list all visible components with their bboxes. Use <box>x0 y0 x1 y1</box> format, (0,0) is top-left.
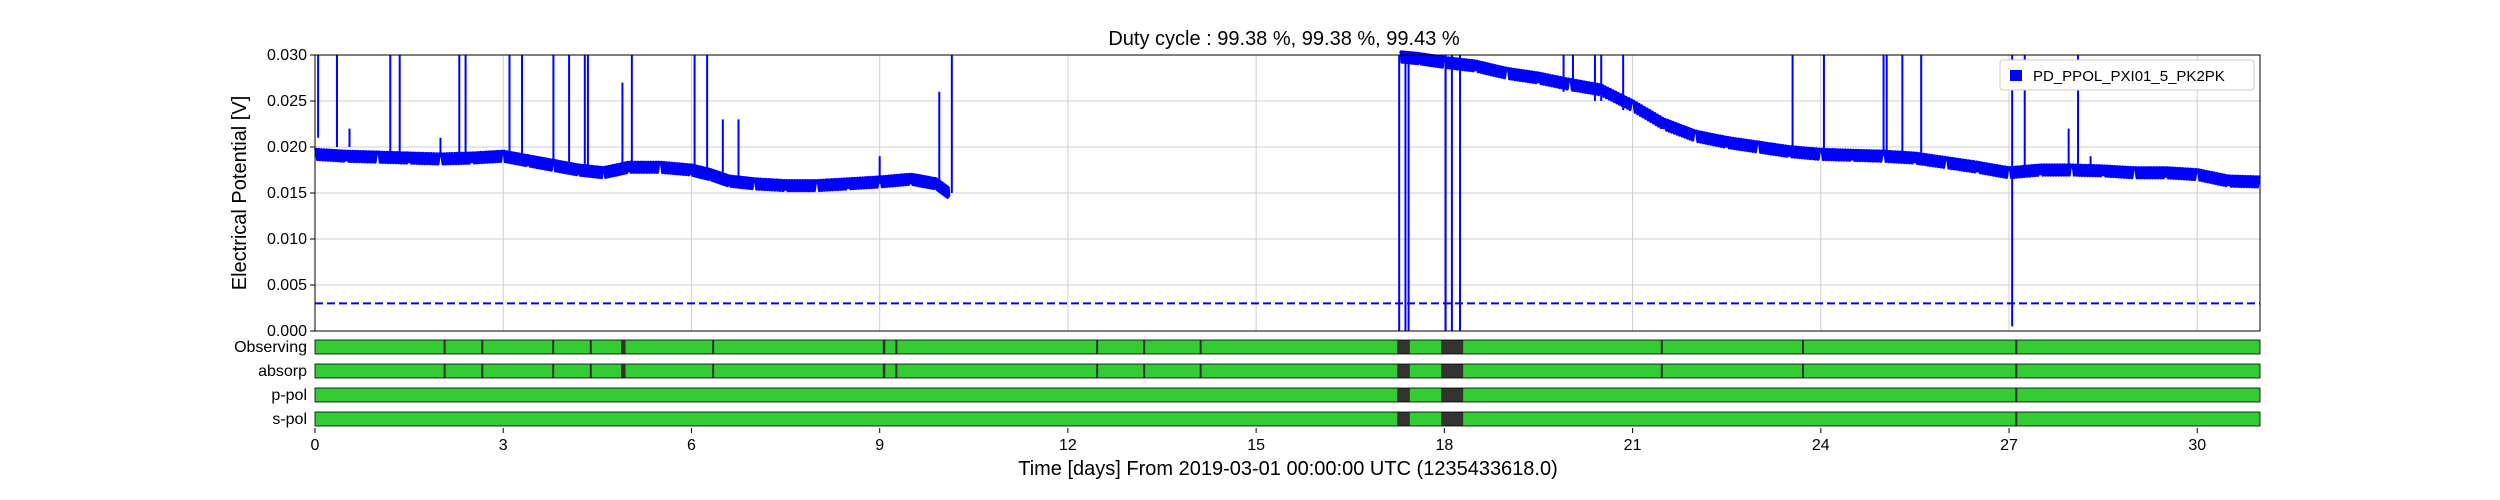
state-off-segment <box>1397 364 1410 378</box>
state-off-segment <box>895 364 898 378</box>
state-bar-frame <box>314 363 2261 379</box>
y-tick-label: 0.025 <box>267 93 307 110</box>
x-tick-label: 9 <box>875 437 884 454</box>
state-label: Observing <box>234 339 307 356</box>
state-off-segment <box>2015 364 2018 378</box>
state-bar-frame <box>314 411 2261 427</box>
series-line <box>313 147 951 199</box>
x-tick-label: 15 <box>1247 437 1265 454</box>
state-off-segment <box>1199 364 1202 378</box>
state-bar <box>315 364 2260 378</box>
state-off-segment <box>1441 364 1464 378</box>
y-axis-label: Electrical Potential [V] <box>229 96 251 291</box>
state-off-segment <box>1801 364 1804 378</box>
state-off-segment <box>712 340 715 354</box>
state-bar-frame <box>314 339 2261 355</box>
state-bar-frame <box>314 387 2261 403</box>
state-off-segment <box>589 340 592 354</box>
state-label: s-pol <box>272 411 307 428</box>
state-off-segment <box>712 364 715 378</box>
x-tick-label: 18 <box>1435 437 1453 454</box>
main-plot: 0.000 0.005 0.010 0.015 0.020 0.025 0.030 <box>267 47 2262 340</box>
state-off-segment <box>1096 364 1099 378</box>
state-off-segment <box>1397 340 1410 354</box>
state-bar <box>315 412 2260 426</box>
state-off-segment <box>882 340 886 354</box>
state-label: p-pol <box>271 387 307 404</box>
x-tick-label: 27 <box>2000 437 2018 454</box>
x-tick-label: 24 <box>1812 437 1830 454</box>
state-row: Observing <box>234 339 2261 356</box>
state-off-segment <box>1441 340 1464 354</box>
series-line <box>1399 50 2262 189</box>
state-panel: Observing absorp p-pol s-pol <box>234 339 2261 428</box>
x-tick-label: 0 <box>311 437 320 454</box>
state-row: p-pol <box>271 387 2261 404</box>
main-data <box>313 50 2262 331</box>
y-tick-label: 0.000 <box>267 323 307 340</box>
state-off-segment <box>621 340 626 354</box>
state-off-segment <box>621 364 626 378</box>
state-off-segment <box>552 364 555 378</box>
state-row: absorp <box>258 363 2261 380</box>
state-off-segment <box>589 364 592 378</box>
y-tick-label: 0.010 <box>267 231 307 248</box>
state-off-segment <box>1660 340 1663 354</box>
state-off-segment <box>481 364 484 378</box>
y-tick-label: 0.015 <box>267 185 307 202</box>
state-off-segment <box>895 340 898 354</box>
y-tick-label: 0.020 <box>267 139 307 156</box>
state-off-segment <box>481 340 484 354</box>
state-off-segment <box>2015 388 2018 402</box>
x-tick-label: 6 <box>687 437 696 454</box>
state-row: s-pol <box>272 411 2261 428</box>
state-off-segment <box>552 340 555 354</box>
state-off-segment <box>1441 412 1464 426</box>
state-off-segment <box>1096 340 1099 354</box>
x-tick-label: 12 <box>1059 437 1077 454</box>
state-bar <box>315 388 2260 402</box>
state-off-segment <box>1143 340 1146 354</box>
legend-label: PD_PPOL_PXI01_5_PK2PK <box>2033 68 2225 85</box>
y-ticks: 0.000 0.005 0.010 0.015 0.020 0.025 0.030 <box>267 47 315 340</box>
x-ticks: 0 3 6 9 12 15 18 21 24 27 30 <box>311 428 2206 454</box>
state-off-segment <box>1143 364 1146 378</box>
state-off-segment <box>2015 340 2018 354</box>
x-axis-label: Time [days] From 2019-03-01 00:00:00 UTC… <box>1018 458 1558 480</box>
state-off-segment <box>1801 340 1804 354</box>
x-tick-label: 3 <box>499 437 508 454</box>
state-bar <box>315 340 2260 354</box>
state-off-segment <box>1199 340 1202 354</box>
chart-title: Duty cycle : 99.38 %, 99.38 %, 99.43 % <box>1108 28 1460 50</box>
state-off-segment <box>882 364 886 378</box>
state-off-segment <box>2015 412 2018 426</box>
y-tick-label: 0.030 <box>267 47 307 64</box>
state-off-segment <box>443 340 446 354</box>
y-tick-label: 0.005 <box>267 277 307 294</box>
state-off-segment <box>1397 412 1410 426</box>
legend: PD_PPOL_PXI01_5_PK2PK <box>1999 59 2255 91</box>
state-off-segment <box>443 364 446 378</box>
x-tick-label: 21 <box>1624 437 1642 454</box>
legend-swatch <box>2010 70 2022 81</box>
state-label: absorp <box>258 363 307 380</box>
state-off-segment <box>1660 364 1663 378</box>
x-tick-label: 30 <box>2188 437 2206 454</box>
state-off-segment <box>1441 388 1464 402</box>
legend-box <box>1999 59 2255 91</box>
state-off-segment <box>1397 388 1410 402</box>
